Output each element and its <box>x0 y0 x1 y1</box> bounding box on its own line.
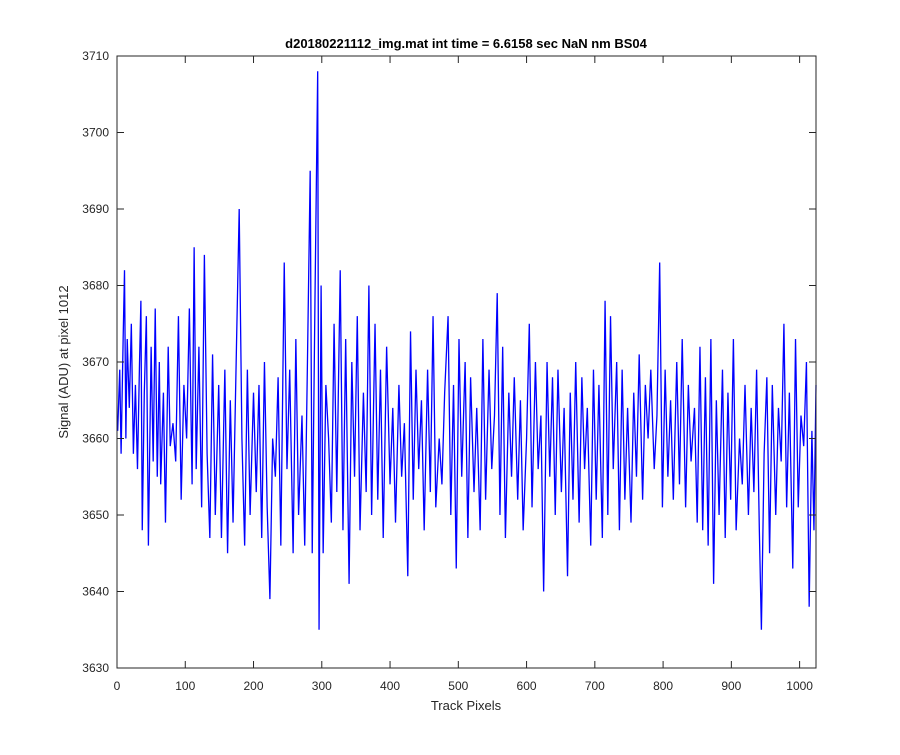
y-tick-label: 3710 <box>82 49 109 63</box>
x-tick-label: 1000 <box>786 679 813 693</box>
y-tick-label: 3690 <box>82 202 109 216</box>
y-axis-label: Signal (ADU) at pixel 1012 <box>56 285 71 438</box>
y-tick-label: 3630 <box>82 661 109 675</box>
y-tick-label: 3650 <box>82 508 109 522</box>
x-tick-label: 800 <box>653 679 673 693</box>
chart-title: d20180221112_img.mat int time = 6.6158 s… <box>285 36 647 51</box>
x-tick-label: 900 <box>721 679 741 693</box>
y-tick-label: 3660 <box>82 432 109 446</box>
x-tick-label: 400 <box>380 679 400 693</box>
x-tick-label: 200 <box>244 679 264 693</box>
series-layer <box>117 71 817 630</box>
series-line <box>117 71 817 630</box>
x-tick-label: 600 <box>517 679 537 693</box>
y-tick-label: 3700 <box>82 126 109 140</box>
x-tick-label: 100 <box>175 679 195 693</box>
x-axis-label: Track Pixels <box>431 698 502 713</box>
x-tick-label: 0 <box>114 679 121 693</box>
x-tick-label: 500 <box>448 679 468 693</box>
x-tick-label: 700 <box>585 679 605 693</box>
y-tick-label: 3640 <box>82 585 109 599</box>
x-axis: 0 100 200 300 400 500 600 700 800 900 1000 <box>114 56 813 693</box>
y-tick-label: 3670 <box>82 355 109 369</box>
y-tick-label: 3680 <box>82 279 109 293</box>
y-axis: 3630 3640 3650 3660 3670 3680 3690 3700 3710 <box>82 49 816 675</box>
x-tick-label: 300 <box>312 679 332 693</box>
